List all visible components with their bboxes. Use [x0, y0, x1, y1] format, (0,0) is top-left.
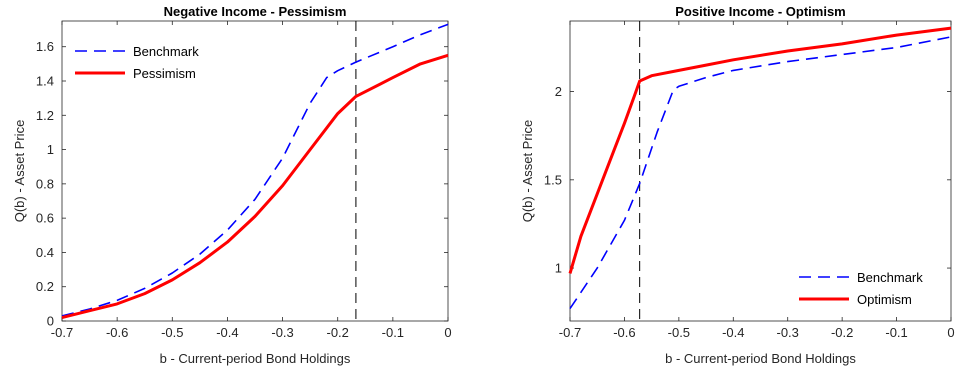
right-legend: Benchmark Optimism: [791, 261, 946, 317]
right-xtick-label: 0: [947, 325, 954, 340]
right-series-benchmark: [569, 36, 952, 310]
left-xtick-label: -0.3: [271, 325, 293, 340]
left-legend-label-benchmark: Benchmark: [133, 44, 199, 59]
right-xtick-label: -0.1: [885, 325, 907, 340]
right-legend-box: [791, 261, 946, 317]
right-ytick-label: 1.5: [544, 172, 562, 187]
left-xtick-label: -0.7: [51, 325, 73, 340]
left-xtick-label: -0.2: [327, 325, 349, 340]
left-ytick-label: 0.8: [36, 176, 54, 191]
left-legend-box: [67, 35, 222, 91]
left-chart-ylabel: Q(b) - Asset Price: [12, 120, 27, 223]
right-xtick-label: -0.7: [559, 325, 581, 340]
left-ytick-label: 1.2: [36, 108, 54, 123]
left-xtick-label: -0.6: [106, 325, 128, 340]
right-xtick-label: -0.6: [613, 325, 635, 340]
left-ytick-label: 0.4: [36, 245, 54, 260]
left-ytick-label: 1: [47, 142, 54, 157]
right-xtick-label: -0.3: [777, 325, 799, 340]
left-chart-panel: Negative Income - Pessimism b - Current-…: [12, 4, 452, 366]
left-legend: Benchmark Pessimism: [67, 35, 222, 91]
left-chart-xlabel: b - Current-period Bond Holdings: [160, 351, 351, 366]
left-ytick-label: 0: [47, 314, 54, 329]
left-legend-label-pessimism: Pessimism: [133, 66, 196, 81]
right-series-optimism: [568, 26, 952, 274]
left-xtick-label: -0.5: [161, 325, 183, 340]
right-xtick-label: -0.4: [722, 325, 744, 340]
left-ytick-label: 1.6: [36, 39, 54, 54]
left-ytick-label: 1.4: [36, 74, 54, 89]
right-chart-title: Positive Income - Optimism: [675, 4, 846, 19]
right-chart-ylabel: Q(b) - Asset Price: [520, 120, 535, 223]
left-series-benchmark: [61, 23, 449, 317]
right-xtick-label: -0.5: [668, 325, 690, 340]
right-ytick-label: 1: [555, 261, 562, 276]
left-xtick-label: -0.1: [382, 325, 404, 340]
right-legend-label-benchmark: Benchmark: [857, 270, 923, 285]
left-ytick-label: 0.6: [36, 211, 54, 226]
right-ytick-label: 2: [555, 84, 562, 99]
left-axes-box: [61, 20, 449, 322]
left-ytick-label: 0.2: [36, 279, 54, 294]
right-chart-panel: Positive Income - Optimism b - Current-p…: [520, 4, 955, 366]
right-chart-xlabel: b - Current-period Bond Holdings: [665, 351, 856, 366]
right-legend-label-optimism: Optimism: [857, 292, 912, 307]
right-xtick-label: -0.2: [831, 325, 853, 340]
right-axes-box: [569, 20, 952, 322]
left-series-pessimism: [61, 53, 449, 320]
left-chart-title: Negative Income - Pessimism: [164, 4, 347, 19]
left-xtick-label: 0: [444, 325, 451, 340]
left-xtick-label: -0.4: [216, 325, 238, 340]
